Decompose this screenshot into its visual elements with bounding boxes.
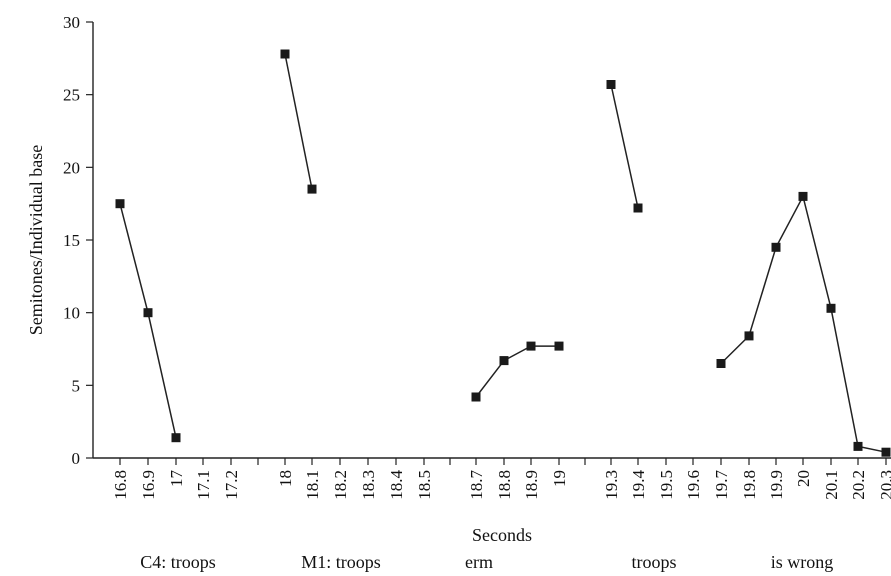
x-tick-label: 20 <box>794 470 813 487</box>
data-point-marker <box>115 199 125 209</box>
x-tick-label: 17.1 <box>194 470 213 500</box>
x-tick-label: 18.4 <box>387 470 406 500</box>
y-tick-label: 30 <box>63 13 80 32</box>
word-group-label: is wrong <box>771 552 834 572</box>
x-tick-label: 20.1 <box>822 470 841 500</box>
data-point-marker <box>853 441 863 451</box>
data-point-marker <box>744 331 754 341</box>
y-tick-label: 0 <box>72 449 81 468</box>
data-point-marker <box>826 303 836 313</box>
data-point-marker <box>554 341 564 351</box>
x-tick-label: 17.2 <box>222 470 241 500</box>
data-point-marker <box>633 203 643 213</box>
x-tick-label: 19.5 <box>657 470 676 500</box>
word-group-label: troops <box>632 552 677 572</box>
y-tick-label: 10 <box>63 304 80 323</box>
series-line-segment <box>475 345 559 398</box>
x-tick-label: 17 <box>167 470 186 488</box>
word-group-label: M1: troops <box>301 552 381 572</box>
data-point-marker <box>606 80 616 89</box>
data-point-marker <box>280 49 290 59</box>
x-tick-label: 18.1 <box>303 470 322 500</box>
data-point-marker <box>499 356 509 366</box>
word-group-label: erm <box>465 552 493 572</box>
x-axis-title: Seconds <box>472 525 532 545</box>
data-point-marker <box>307 184 317 194</box>
x-tick-label: 19.8 <box>740 470 759 500</box>
x-tick-label: 19.7 <box>712 470 731 500</box>
x-tick-label: 18.5 <box>415 470 434 500</box>
x-tick-label: 16.9 <box>139 470 158 500</box>
series-line-segment <box>119 203 177 438</box>
y-axis-title: Semitones/Individual base <box>26 145 46 335</box>
data-point-marker <box>143 308 153 318</box>
series-line-segment <box>610 84 639 209</box>
x-tick-label: 18.2 <box>331 470 350 500</box>
x-tick-label: 18.3 <box>359 470 378 500</box>
x-tick-label: 19 <box>550 470 569 487</box>
x-tick-label: 20.3 <box>877 470 891 500</box>
word-group-label: C4: troops <box>140 552 216 572</box>
data-point-marker <box>171 433 181 443</box>
y-tick-label: 25 <box>63 86 80 105</box>
data-point-marker <box>771 242 781 252</box>
data-point-marker <box>471 392 481 402</box>
word-group-labels: C4: troops M1: troops erm troops is wrong <box>140 552 833 572</box>
y-tick-label: 5 <box>72 376 81 395</box>
x-tick-label: 19.6 <box>684 470 703 500</box>
x-tick-label: 18.9 <box>522 470 541 500</box>
x-tick-label: 18.8 <box>495 470 514 500</box>
x-tick-label: 19.4 <box>629 470 648 500</box>
x-tick-label: 19.3 <box>602 470 621 500</box>
y-axis: 0 5 10 15 20 25 30 <box>63 13 94 468</box>
y-tick-label: 20 <box>63 158 80 177</box>
x-tick-label: 16.8 <box>111 470 130 500</box>
x-tick-label: 19.9 <box>767 470 786 500</box>
x-tick-label: 18.7 <box>467 470 486 500</box>
x-tick-label: 18 <box>276 470 295 487</box>
x-tick-label: 20.2 <box>849 470 868 500</box>
series-line-segment <box>720 194 887 453</box>
data-point-marker <box>526 341 536 351</box>
data-point-marker <box>716 359 726 368</box>
data-series <box>115 49 891 457</box>
data-point-marker <box>798 191 808 201</box>
x-axis: 16.8 16.9 17 17.1 17.2 18 18.1 18.2 18.3 18.4 18.5… <box>93 457 891 500</box>
data-point-marker <box>881 447 891 457</box>
series-line-segment <box>284 53 313 190</box>
y-tick-label: 15 <box>63 231 80 250</box>
